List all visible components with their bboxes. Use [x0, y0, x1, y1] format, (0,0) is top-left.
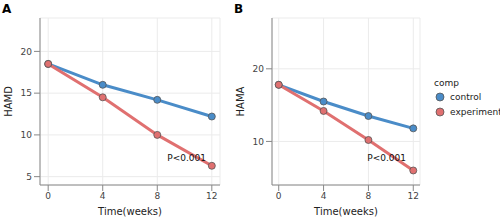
svg-text:Time(weeks): Time(weeks) [97, 206, 162, 217]
html-text:A: A [2, 2, 12, 16]
svg-text:Time(weeks): Time(weeks) [313, 206, 378, 217]
svg-text:8: 8 [366, 191, 372, 201]
svg-text:10: 10 [253, 137, 265, 147]
svg-text:8: 8 [154, 191, 160, 201]
svg-text:12: 12 [408, 191, 419, 201]
svg-text:4: 4 [100, 191, 106, 201]
html-text:comp: comp [434, 78, 459, 88]
svg-text:12: 12 [206, 191, 217, 201]
html-text:control: control [450, 92, 482, 102]
svg-text:HAMA: HAMA [235, 86, 246, 116]
svg-text:0: 0 [45, 191, 51, 201]
html-text:P<0.001: P<0.001 [367, 153, 406, 163]
svg-text:10: 10 [21, 130, 33, 140]
svg-text:20: 20 [21, 47, 33, 57]
svg-text:HAMD: HAMD [8, 86, 14, 117]
html-text:B: B [234, 2, 244, 16]
svg-text:0: 0 [276, 191, 282, 201]
svg-text:20: 20 [253, 64, 265, 74]
html-text:P<0.001: P<0.001 [167, 153, 206, 163]
svg-text:4: 4 [321, 191, 327, 201]
svg-text:15: 15 [21, 88, 32, 98]
svg-text:5: 5 [26, 172, 32, 182]
